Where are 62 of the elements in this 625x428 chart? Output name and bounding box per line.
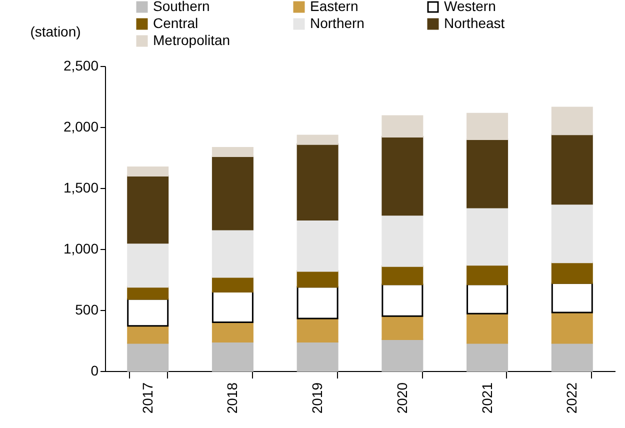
y-tick-label: 2,500 [63, 58, 99, 74]
bar [382, 315, 424, 340]
bar [127, 242, 169, 288]
bar [127, 175, 169, 244]
legend-label: Northern [310, 15, 364, 31]
y-tick-label: 500 [75, 302, 99, 318]
bar [212, 156, 254, 230]
bar [127, 325, 169, 344]
y-tick-label: 2,000 [63, 118, 99, 134]
legend-label: Southern [153, 0, 210, 14]
bar [466, 264, 508, 286]
bar [212, 228, 254, 278]
bar [127, 298, 169, 327]
legend-label: Northeast [444, 15, 505, 31]
x-tick-label: 2018 [224, 382, 240, 414]
legend-label: Eastern [310, 0, 358, 14]
bar [551, 262, 593, 284]
bar [382, 284, 424, 317]
x-tick-label: 2021 [478, 382, 495, 414]
bar [382, 338, 424, 372]
x-tick-label: 2019 [309, 382, 326, 414]
bar [296, 143, 338, 220]
x-tick-label: 2020 [394, 382, 410, 414]
bar [296, 134, 338, 145]
x-tick-label: 2017 [139, 382, 156, 414]
bar [466, 312, 508, 344]
bar [551, 312, 593, 344]
legend-label: Western [444, 0, 496, 14]
bar [382, 214, 424, 267]
bar [551, 203, 593, 264]
bar [212, 146, 254, 158]
bar [551, 106, 593, 136]
bar [551, 134, 593, 205]
bar [127, 166, 169, 177]
bar [382, 265, 424, 286]
x-tick-label: 2022 [564, 382, 580, 414]
bar [296, 340, 338, 372]
bar [127, 286, 169, 300]
y-tick-label: 1,500 [63, 180, 99, 196]
bar [466, 112, 508, 140]
y-tick-label: 0 [90, 362, 99, 378]
y-axis-title: (station) [30, 24, 81, 40]
bar [212, 276, 254, 292]
bar [296, 286, 338, 320]
bar [127, 342, 169, 372]
bar [296, 218, 338, 272]
bar [551, 342, 593, 372]
bar [212, 290, 254, 323]
bar [551, 282, 593, 314]
bar [382, 115, 424, 138]
bar [296, 270, 338, 288]
legend-label: Central [153, 15, 198, 31]
bar [382, 136, 424, 216]
bar [212, 321, 254, 342]
bar [466, 138, 508, 208]
y-tick-label: 1,000 [63, 240, 99, 256]
bar [466, 342, 508, 372]
bar [466, 206, 508, 266]
bar [296, 318, 338, 342]
bar [212, 340, 254, 372]
legend-label: Metropolitan [153, 32, 230, 48]
bar [466, 284, 508, 314]
